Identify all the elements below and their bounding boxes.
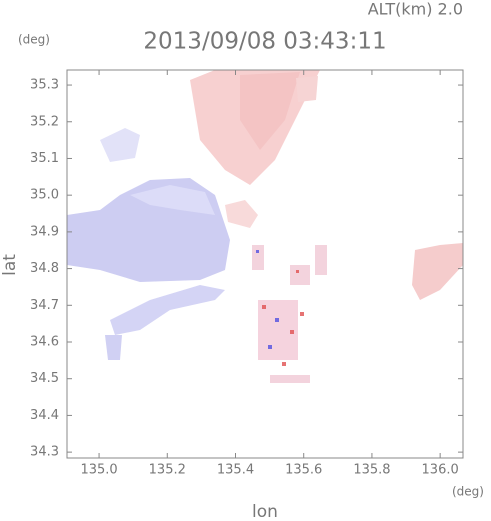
y-tick-label: 34.9 — [30, 224, 59, 239]
echo-receding — [225, 200, 258, 228]
y-tick-label: 34.8 — [30, 261, 59, 276]
y-tick-label: 35.2 — [30, 114, 59, 129]
x-tick-label: 135.6 — [285, 463, 322, 478]
x-tick-label: 135.2 — [149, 463, 186, 478]
x-tick-label: 135.0 — [80, 463, 117, 478]
echo-receding — [240, 72, 300, 150]
echo-approaching — [110, 285, 225, 335]
echo-approaching — [105, 335, 122, 360]
x-tick-label: 136.0 — [422, 463, 459, 478]
y-tick-label: 34.4 — [30, 408, 59, 423]
y-unit: (deg) — [18, 33, 50, 47]
x-unit: (deg) — [452, 485, 484, 499]
echo-approaching — [130, 185, 215, 215]
y-tick-label: 34.5 — [30, 371, 59, 386]
y-tick-label: 34.6 — [30, 335, 59, 350]
x-axis-label: lon — [252, 502, 278, 521]
plot-frame — [66, 69, 464, 459]
y-axis-label: lat — [0, 254, 20, 276]
echo-receding — [412, 243, 463, 300]
echo-speckle — [252, 245, 327, 383]
y-tick-label: 35.0 — [30, 188, 59, 203]
y-tick-label: 35.1 — [30, 151, 59, 166]
subtitle: ALT(km) 2.0 — [368, 0, 463, 19]
x-tick-label: 135.4 — [217, 463, 254, 478]
echo-regions — [67, 70, 463, 383]
y-tick-label: 34.3 — [30, 445, 59, 460]
echo-receding — [296, 76, 318, 102]
chart-title: 2013/09/08 03:43:11 — [143, 29, 386, 55]
y-tick-label: 35.3 — [30, 78, 59, 93]
x-tick-label: 135.8 — [353, 463, 390, 478]
echo-approaching — [100, 128, 140, 162]
y-tick-label: 34.7 — [30, 298, 59, 313]
